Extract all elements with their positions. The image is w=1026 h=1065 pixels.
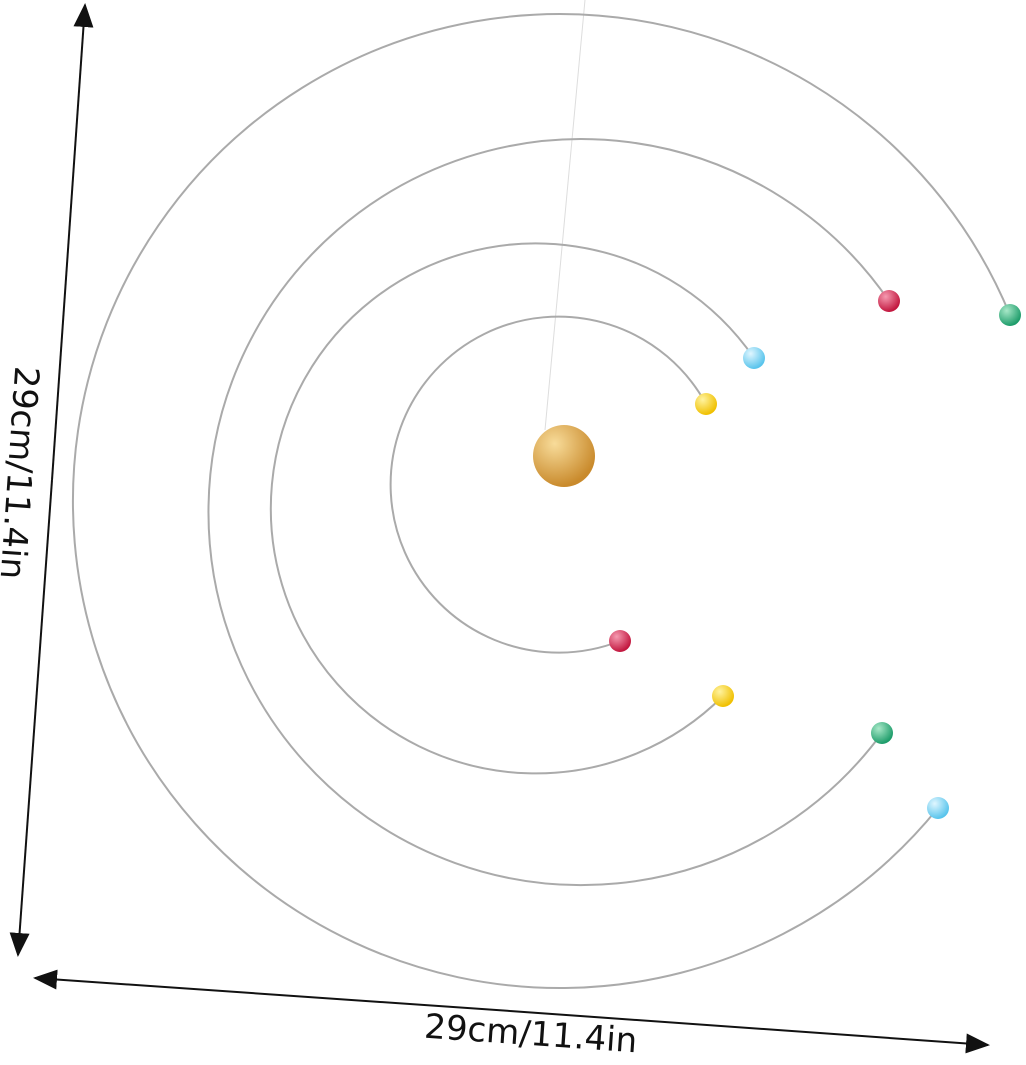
bead <box>878 290 900 312</box>
height-arrow <box>9 479 53 957</box>
bead <box>871 722 893 744</box>
beads <box>533 290 1021 819</box>
bead <box>695 393 717 415</box>
bead <box>999 304 1021 326</box>
sun-bead <box>533 425 595 487</box>
orbit-wire <box>389 315 707 654</box>
orbits <box>71 13 1011 989</box>
orbit-wire <box>269 242 755 775</box>
width-label: 29cm/11.4in <box>423 1007 639 1062</box>
orbit-wire <box>71 13 1011 989</box>
height-arrow <box>51 3 94 481</box>
bead <box>712 685 734 707</box>
bead <box>743 347 765 369</box>
width-arrow <box>509 1010 990 1054</box>
height-label: 29cm/11.4in <box>0 365 46 581</box>
orbit-wire <box>207 138 890 887</box>
bead <box>609 630 631 652</box>
bead <box>927 797 949 819</box>
width-arrow <box>33 969 511 1012</box>
hanging-string <box>544 0 586 431</box>
